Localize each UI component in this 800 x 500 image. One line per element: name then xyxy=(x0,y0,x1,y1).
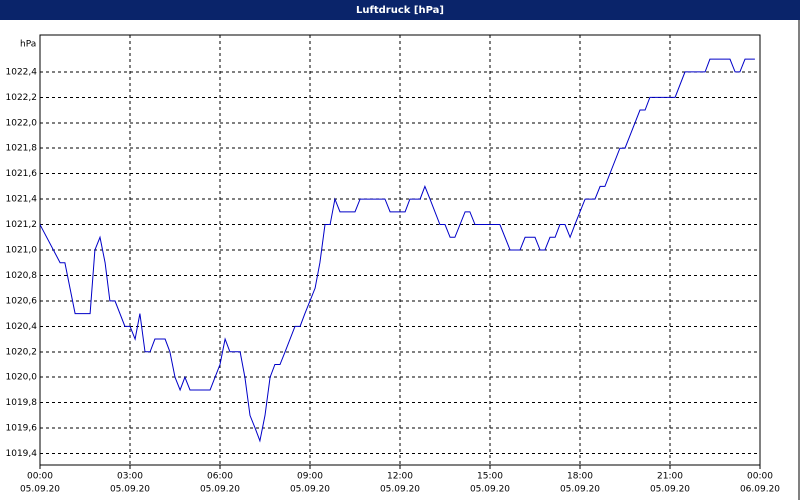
y-tick-label: 1019,8 xyxy=(6,398,38,408)
pressure-line xyxy=(39,58,755,443)
x-tick-date: 05.09.20 xyxy=(290,485,330,495)
x-tick-date: 05.09.20 xyxy=(20,485,60,495)
y-tick-label: 1021,4 xyxy=(6,195,38,205)
y-tick-label: 1020,6 xyxy=(6,296,38,306)
y-tick-label: 1022,4 xyxy=(6,67,38,77)
y-tick-label: 1019,6 xyxy=(6,424,38,434)
x-tick-label: 00:00 xyxy=(27,472,53,482)
plot-frame xyxy=(39,34,761,466)
x-tick-label: 03:00 xyxy=(117,472,143,482)
y-tick-label: 1022,2 xyxy=(6,93,38,103)
chart-title: Luftdruck [hPa] xyxy=(356,5,444,16)
x-tick-date: 05.09.20 xyxy=(470,485,510,495)
title-bar xyxy=(0,0,800,20)
y-tick-label: 1021,2 xyxy=(6,220,38,230)
y-tick-label: 1020,2 xyxy=(6,347,38,357)
window-edge xyxy=(798,20,800,500)
x-tick-label: 12:00 xyxy=(387,472,413,482)
x-tick-label: 21:00 xyxy=(657,472,683,482)
y-tick-label: 1020,4 xyxy=(6,322,38,332)
x-tick-date: 05.09.20 xyxy=(650,485,690,495)
y-unit-label: hPa xyxy=(20,40,36,50)
y-tick-label: 1022,0 xyxy=(6,118,38,128)
x-tick-date: 05.09.20 xyxy=(380,485,420,495)
x-tick-date: 06.09.20 xyxy=(740,485,780,495)
x-tick-label: 09:00 xyxy=(297,472,323,482)
y-tick-label: 1021,6 xyxy=(6,169,38,179)
x-tick-date: 05.09.20 xyxy=(110,485,150,495)
x-tick-date: 05.09.20 xyxy=(200,485,240,495)
x-tick-date: 05.09.20 xyxy=(560,485,600,495)
x-tick-label: 18:00 xyxy=(567,472,593,482)
x-tick-label: 15:00 xyxy=(477,472,503,482)
y-tick-label: 1020,0 xyxy=(6,373,38,383)
y-tick-label: 1021,8 xyxy=(6,144,38,154)
y-tick-label: 1020,8 xyxy=(6,271,38,281)
x-tick-label: 00:00 xyxy=(747,472,773,482)
y-tick-label: 1021,0 xyxy=(6,246,38,256)
x-tick-label: 06:00 xyxy=(207,472,233,482)
y-tick-label: 1019,4 xyxy=(6,449,38,459)
